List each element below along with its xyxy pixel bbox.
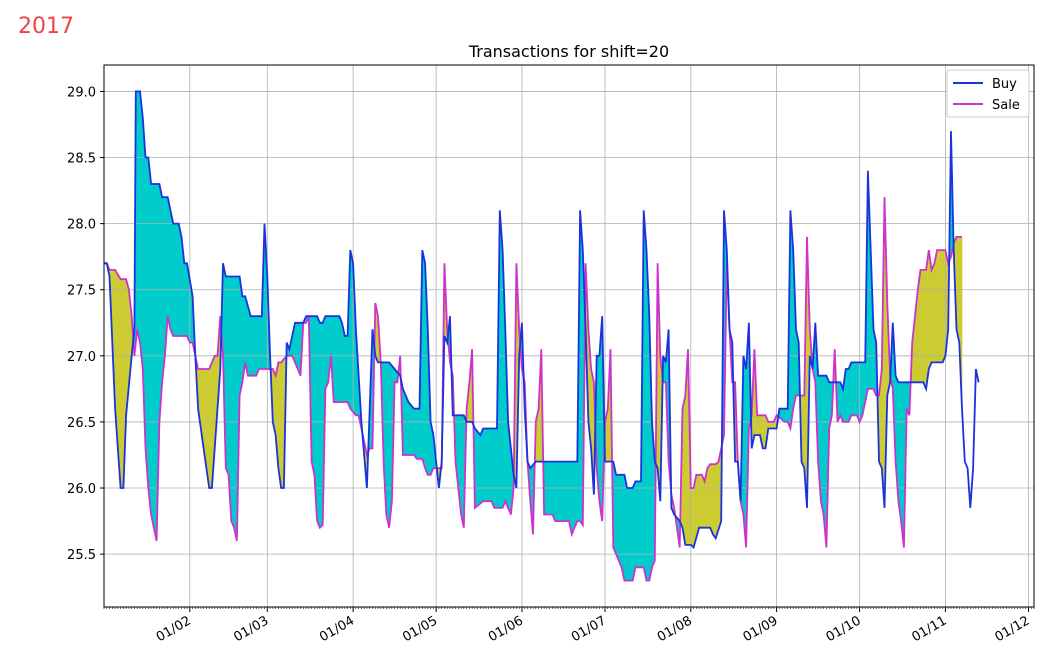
y-tick-label: 27.0 bbox=[67, 350, 96, 365]
y-tick-label: 26.0 bbox=[67, 482, 96, 497]
y-tick-label: 28.0 bbox=[67, 218, 96, 233]
y-tick-label: 27.5 bbox=[67, 284, 96, 299]
x-axis: 01/02 01/03 01/04 01/05 01/06 01/07 01/08 01/09… bbox=[103, 607, 1035, 645]
x-tick-label: 01/04 bbox=[317, 613, 357, 645]
x-tick-label: 01/06 bbox=[486, 613, 526, 645]
legend-buy-label: Buy bbox=[992, 77, 1017, 92]
legend-sale-label: Sale bbox=[992, 98, 1020, 113]
series-lines-layer bbox=[104, 90, 980, 582]
y-tick-label: 26.5 bbox=[67, 416, 96, 431]
x-tick-label: 01/12 bbox=[993, 613, 1033, 645]
y-tick-label: 29.0 bbox=[67, 85, 96, 100]
x-tick-label: 01/08 bbox=[655, 613, 695, 645]
grid-layer bbox=[104, 65, 1034, 607]
chart-title: Transactions for shift=20 bbox=[468, 42, 669, 61]
y-tick-label: 28.5 bbox=[67, 152, 96, 167]
x-tick-label: 01/02 bbox=[154, 613, 194, 645]
series-line-sale bbox=[104, 197, 962, 582]
x-tick-label: 01/07 bbox=[569, 613, 609, 645]
y-axis: 25.5 26.0 26.5 27.0 27.5 28.0 28.5 29.0 bbox=[67, 85, 104, 563]
corner-year-label: 2017 bbox=[18, 14, 74, 39]
legend: Buy Sale bbox=[946, 69, 1030, 118]
x-tick-label: 01/05 bbox=[400, 613, 440, 645]
series-line-buy bbox=[104, 90, 980, 550]
x-tick-label: 01/03 bbox=[231, 613, 271, 645]
x-tick-label: 01/11 bbox=[909, 613, 949, 645]
legend-box bbox=[946, 69, 1030, 118]
y-tick-label: 25.5 bbox=[67, 548, 96, 563]
x-tick-label: 01/10 bbox=[824, 613, 864, 645]
x-tick-label: 01/09 bbox=[741, 613, 781, 645]
